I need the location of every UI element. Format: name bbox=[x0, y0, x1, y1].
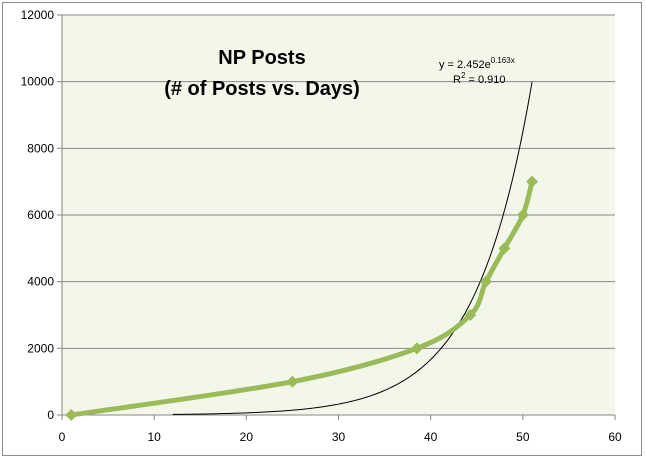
r-squared-value: = 0.910 bbox=[465, 74, 505, 86]
r-squared-label: R2 = 0.910 bbox=[453, 71, 505, 86]
y-tick-label: 4000 bbox=[27, 275, 54, 289]
y-tick-labels: 0 2000 4000 6000 8000 10000 12000 bbox=[21, 8, 62, 422]
equation-exponent: 0.163x bbox=[491, 56, 515, 65]
data-point-diamond bbox=[65, 409, 78, 421]
trendline bbox=[172, 81, 533, 415]
data-point-diamond bbox=[516, 209, 529, 221]
y-tick-label: 10000 bbox=[21, 75, 55, 89]
x-tick-label: 0 bbox=[59, 430, 66, 444]
series-markers bbox=[65, 175, 539, 421]
data-point-diamond bbox=[498, 242, 511, 255]
x-tick-label: 30 bbox=[332, 430, 346, 444]
data-point-diamond bbox=[526, 175, 539, 188]
x-tick-label: 40 bbox=[424, 430, 438, 444]
x-tick-labels: 0 10 20 30 40 50 60 bbox=[59, 415, 622, 444]
data-point-diamond bbox=[479, 275, 492, 288]
equation-main: y = 2.452e bbox=[439, 59, 491, 71]
y-tick-label: 6000 bbox=[27, 208, 54, 222]
r-squared-sup: 2 bbox=[461, 71, 466, 80]
data-point-diamond bbox=[410, 342, 423, 355]
chart-subtitle: (# of Posts vs. Days) bbox=[164, 78, 360, 100]
chart-title: NP Posts bbox=[218, 47, 305, 69]
data-point-diamond bbox=[286, 375, 299, 388]
y-tick-label: 12000 bbox=[21, 8, 55, 22]
x-tick-label: 60 bbox=[608, 430, 622, 444]
x-tick-label: 20 bbox=[240, 430, 254, 444]
y-tick-label: 2000 bbox=[27, 341, 54, 355]
trendline-equation: y = 2.452e0.163x bbox=[439, 56, 515, 71]
data-point-diamond bbox=[464, 309, 477, 321]
y-tick-label: 0 bbox=[47, 408, 54, 422]
x-tick-label: 10 bbox=[147, 430, 161, 444]
r-squared-letter: R bbox=[453, 74, 461, 86]
y-tick-label: 8000 bbox=[27, 141, 54, 155]
x-tick-label: 50 bbox=[516, 430, 530, 444]
